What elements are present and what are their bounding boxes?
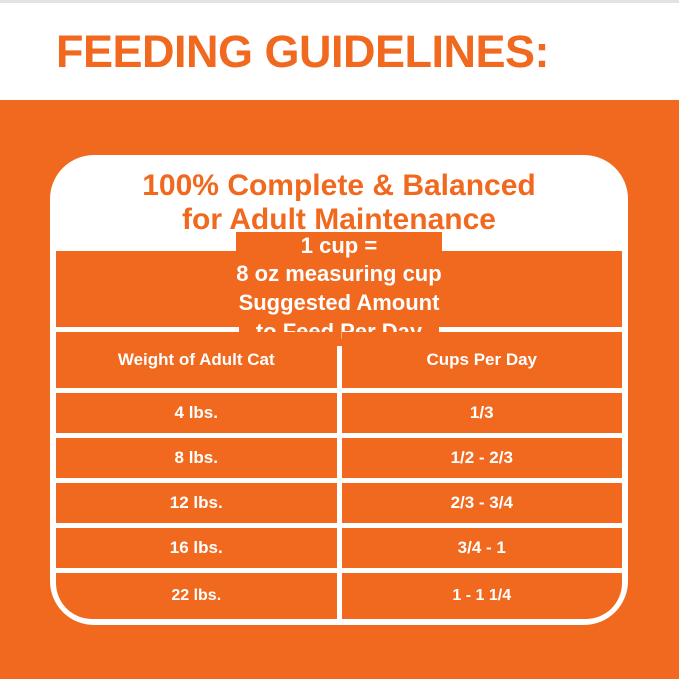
suggested-line1: Suggested Amount xyxy=(238,290,440,315)
weight-cell: 4 lbs. xyxy=(56,393,337,433)
cups-cell: 3/4 - 1 xyxy=(341,528,622,568)
panel-heading-line2: for Adult Maintenance xyxy=(182,203,496,236)
table-row: 16 lbs. 3/4 - 1 xyxy=(56,528,622,568)
cups-cell: 1 - 1 1/4 xyxy=(341,573,622,619)
weight-cell: 8 lbs. xyxy=(56,438,337,478)
page-title: FEEDING GUIDELINES: xyxy=(56,25,550,77)
table-row: 12 lbs. 2/3 - 3/4 xyxy=(56,483,622,523)
feeding-table: 1 cup = 8 oz measuring cup Suggested Amo… xyxy=(56,231,622,619)
panel-heading: 100% Complete & Balanced for Adult Maint… xyxy=(56,155,622,251)
panel-heading-line1: 100% Complete & Balanced xyxy=(142,169,536,203)
weight-cell: 16 lbs. xyxy=(56,528,337,568)
table-subheader-row: 1 cup = 8 oz measuring cup Suggested Amo… xyxy=(56,231,622,347)
feeding-guidelines-panel: 100% Complete & Balanced for Adult Maint… xyxy=(50,155,628,625)
table-column-header-row: Weight of Adult Cat Cups Per Day xyxy=(56,332,622,388)
table-row: 22 lbs. 1 - 1 1/4 xyxy=(56,573,622,619)
weight-cell: 12 lbs. xyxy=(56,483,337,523)
column-header-cups: Cups Per Day xyxy=(341,332,622,388)
orange-background: 100% Complete & Balanced for Adult Maint… xyxy=(0,100,679,679)
cup-note-line2: 8 oz measuring cup xyxy=(236,261,442,287)
cup-measure-note: 1 cup = 8 oz measuring cup xyxy=(236,231,442,289)
cups-cell: 1/3 xyxy=(341,393,622,433)
cup-note-line1: 1 cup = xyxy=(300,232,378,258)
cups-cell: 1/2 - 2/3 xyxy=(341,438,622,478)
table-row: 4 lbs. 1/3 xyxy=(56,393,622,433)
table-row: 8 lbs. 1/2 - 2/3 xyxy=(56,438,622,478)
top-hairline xyxy=(0,0,679,3)
cups-cell: 2/3 - 3/4 xyxy=(341,483,622,523)
weight-cell: 22 lbs. xyxy=(56,573,337,619)
column-header-weight: Weight of Adult Cat xyxy=(56,332,337,388)
suggested-amount-note: Suggested Amount to Feed Per Day xyxy=(238,289,440,347)
header-band: FEEDING GUIDELINES: xyxy=(0,3,679,100)
